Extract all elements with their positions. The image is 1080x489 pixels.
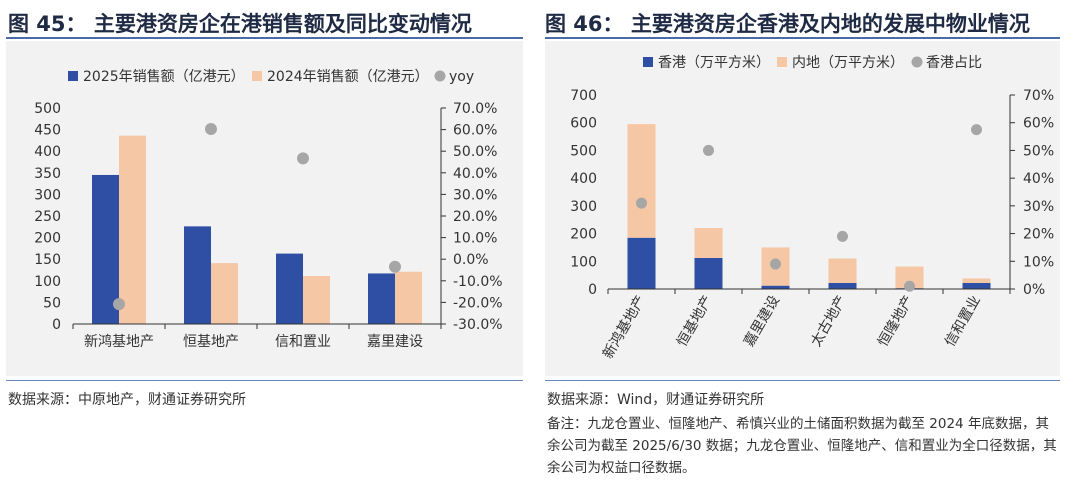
x-category-label: 嘉里建设 [367, 334, 423, 350]
y-tick-label: 100 [570, 254, 597, 270]
stacked-bar-segment [627, 237, 656, 289]
bar [276, 253, 303, 324]
y-tick-label: 200 [34, 231, 61, 247]
x-category-label: 新鸿基地产 [84, 333, 154, 350]
stacked-bar-segment [694, 228, 723, 258]
right-note-text: 备注：九龙仓置业、恒隆地产、希慎兴业的土储面积数据为截至 2024 年底数据，其… [547, 416, 1057, 476]
x-category-label: 恒基地产 [183, 333, 239, 350]
right-figure-title: 图 46： 主要港资房企香港及内地的发展中物业情况 [545, 12, 1030, 36]
scatter-point [113, 298, 125, 311]
scatter-point [297, 152, 309, 165]
x-category-label: 嘉里建设 [741, 293, 783, 349]
y2-tick-label: 20.0% [453, 209, 497, 225]
scatter-point [205, 122, 217, 135]
stacked-bar-segment [962, 282, 991, 289]
y2-tick-label: 60.0% [453, 123, 497, 139]
right-source-text: 数据来源：Wind，财通证券研究所 [547, 392, 765, 408]
bar [368, 273, 395, 324]
stacked-bar-segment [895, 266, 924, 289]
y-tick-label: 600 [570, 116, 597, 132]
y2-tick-label: -10.0% [453, 274, 503, 290]
x-category-label: 太古地产 [808, 293, 850, 349]
x-category-label: 恒隆地产 [875, 293, 917, 349]
right-chart: 香港（万平方米） 内地（万平方米） 香港占比 0 100 200 300 400 500 600 7… [570, 55, 1054, 362]
y-tick-label: 500 [34, 101, 61, 117]
y-tick-label: 0 [588, 282, 597, 298]
x-category-label: 信和置业 [942, 293, 984, 349]
scatter-point [770, 258, 781, 270]
right-bottom-rule [545, 380, 1060, 381]
y2-tick-label: 0% [1023, 282, 1045, 298]
scatter-point [837, 230, 848, 242]
scatter-point [636, 197, 647, 209]
legend-swatch [252, 71, 262, 81]
scatter-point [703, 144, 714, 156]
y-tick-label: 300 [570, 199, 597, 215]
x-category-label: 新鸿基地产 [599, 293, 649, 362]
y2-tick-label: 0.0% [453, 252, 489, 268]
y2-tick-label: 60% [1023, 116, 1054, 132]
stacked-bar-segment [962, 278, 991, 283]
stacked-bar-segment [828, 282, 857, 289]
legend-marker [434, 70, 446, 82]
y2-tick-label: 50% [1023, 143, 1054, 159]
bar [211, 263, 238, 324]
y-tick-label: 250 [34, 209, 61, 225]
y2-tick-label: 10% [1023, 254, 1054, 270]
y2-tick-label: 20% [1023, 227, 1054, 243]
y2-tick-label: 30% [1023, 199, 1054, 215]
y-tick-label: 300 [34, 187, 61, 203]
stacked-bar-segment [828, 258, 857, 283]
y-tick-label: 150 [34, 252, 61, 268]
y2-tick-label: -30.0% [453, 317, 503, 333]
legend-label: 香港占比 [926, 55, 982, 71]
right-title-rule [545, 37, 1060, 39]
left-source-text: 数据来源：中原地产，财通证券研究所 [8, 392, 246, 408]
scatter-point [904, 280, 915, 292]
left-title-rule [6, 37, 523, 39]
y2-tick-label: 10.0% [453, 231, 497, 247]
legend-swatch [643, 57, 653, 67]
y2-tick-label: 40.0% [453, 166, 497, 182]
legend-swatch [68, 71, 78, 81]
bar [303, 276, 330, 324]
legend-label: 香港（万平方米） [658, 55, 770, 71]
bar [119, 135, 146, 324]
stacked-bar-segment [627, 124, 656, 238]
y-tick-label: 200 [570, 227, 597, 243]
y-tick-label: 400 [570, 171, 597, 187]
y-tick-label: 0 [52, 317, 61, 333]
y2-tick-label: 30.0% [453, 187, 497, 203]
legend-label: yoy [449, 69, 474, 85]
y2-tick-label: 70% [1023, 88, 1054, 104]
bar [395, 271, 422, 324]
left-figure-title: 图 45： 主要港资房企在港销售额及同比变动情况 [8, 12, 472, 36]
bar [184, 226, 211, 324]
y-tick-label: 700 [570, 88, 597, 104]
legend-label: 内地（万平方米） [792, 55, 904, 71]
stacked-bar-segment [761, 285, 790, 289]
y2-tick-label: 70.0% [453, 101, 497, 117]
left-chart: 2025年销售额（亿港元） 2024年销售额（亿港元） yoy 0 50 100 150 20… [34, 69, 503, 350]
bar [92, 174, 119, 324]
legend-swatch [777, 57, 787, 67]
left-bottom-rule [6, 380, 523, 381]
y-tick-label: 500 [570, 143, 597, 159]
scatter-point [389, 260, 401, 273]
legend-marker [911, 56, 923, 68]
y-tick-label: 450 [34, 123, 61, 139]
y2-tick-label: 50.0% [453, 144, 497, 160]
legend-label: 2024年销售额（亿港元） [267, 69, 429, 85]
y-tick-label: 100 [34, 274, 61, 290]
y-tick-label: 350 [34, 166, 61, 182]
x-category-label: 恒基地产 [673, 293, 716, 350]
y-tick-label: 400 [34, 144, 61, 160]
stacked-bar-segment [694, 257, 723, 289]
y2-tick-label: -20.0% [453, 295, 503, 311]
scatter-point [971, 124, 982, 136]
legend-label: 2025年销售额（亿港元） [83, 69, 245, 85]
y2-tick-label: 40% [1023, 171, 1054, 187]
x-category-label: 信和置业 [275, 334, 331, 350]
y-tick-label: 50 [43, 295, 61, 311]
